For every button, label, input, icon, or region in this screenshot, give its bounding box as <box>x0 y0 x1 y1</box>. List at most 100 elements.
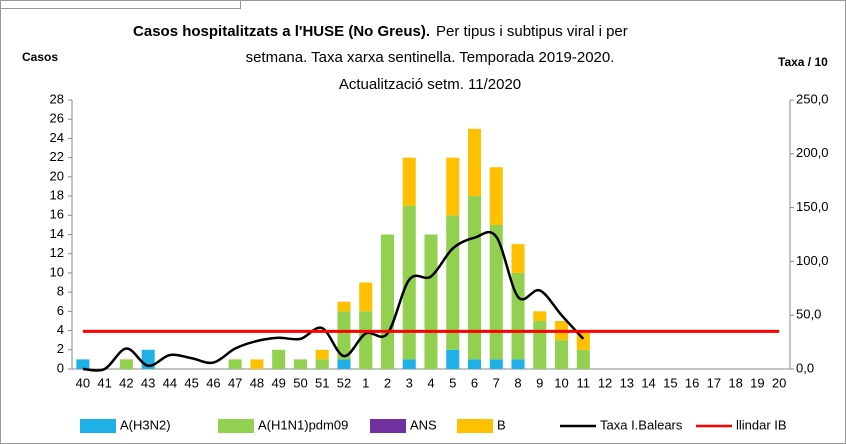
bar-segment <box>511 272 525 360</box>
y-tick-label: 20 <box>50 168 64 183</box>
y-tick-label: 24 <box>50 130 64 145</box>
bar-segment <box>272 349 286 369</box>
bar-segment <box>402 157 416 206</box>
bar-segment <box>380 234 395 369</box>
line-series <box>82 230 585 372</box>
y-tick-label: 10 <box>50 264 64 279</box>
tab <box>0 0 241 9</box>
x-tick-label: 7 <box>493 375 500 390</box>
bar-segment <box>250 359 264 369</box>
x-tick-label: 14 <box>641 375 655 390</box>
legend-swatch <box>370 419 406 433</box>
chart-subtitle: Per tipus i subtipus viral i per <box>436 23 628 40</box>
bar-segment <box>533 311 547 321</box>
legend-label: B <box>497 417 506 432</box>
bar-segment <box>533 320 547 369</box>
x-tick-label: 51 <box>315 375 329 390</box>
x-tick-label: 8 <box>514 375 521 390</box>
chart-title: Casos hospitalitzats a l'HUSE (No Greus)… <box>133 23 430 40</box>
x-tick-label: 4 <box>427 375 434 390</box>
y2-tick-label: 150,0 <box>796 199 829 214</box>
x-tick-label: 49 <box>271 375 285 390</box>
x-tick-label: 40 <box>76 375 90 390</box>
x-tick-label: 47 <box>228 375 242 390</box>
y-tick-label: 16 <box>50 207 64 222</box>
y-tick-label: 26 <box>50 111 64 126</box>
legend-swatch <box>80 419 116 433</box>
y-tick-label: 2 <box>57 341 64 356</box>
y-tick-label: 14 <box>50 226 64 241</box>
legend-label: Taxa I.Balears <box>600 417 683 432</box>
y2-tick-label: 100,0 <box>796 253 829 268</box>
y-tick-label: 28 <box>50 91 64 106</box>
bar-segment <box>337 359 351 369</box>
x-tick-label: 11 <box>577 375 591 390</box>
bar-segment <box>315 359 329 369</box>
bar-segment <box>446 349 460 369</box>
y2-tick-label: 50,0 <box>796 307 821 322</box>
bar-segment <box>228 359 242 369</box>
y-tick-label: 6 <box>57 303 64 318</box>
y-tick-label: 12 <box>50 245 64 260</box>
bar-segment <box>359 282 373 312</box>
bar-segment <box>467 128 482 197</box>
legend-swatch <box>218 419 254 433</box>
y-tick-label: 18 <box>50 188 64 203</box>
bar-segment <box>467 359 482 369</box>
x-tick-label: 43 <box>141 375 155 390</box>
bar-segment <box>119 359 133 369</box>
x-tick-label: 9 <box>536 375 543 390</box>
bar-segment <box>359 311 373 369</box>
y-tick-label: 0 <box>57 360 64 375</box>
x-tick-label: 18 <box>728 375 742 390</box>
x-tick-label: 1 <box>362 375 369 390</box>
x-tick-label: 44 <box>163 375 177 390</box>
y-tick-label: 22 <box>50 149 64 164</box>
bar-segment <box>402 205 416 360</box>
x-tick-label: 3 <box>406 375 413 390</box>
legend-label: A(H1N1)pdm09 <box>258 417 348 432</box>
x-tick-label: 48 <box>250 375 264 390</box>
bar-segment <box>337 301 351 312</box>
y2-axis-label: Taxa / 10 <box>778 55 828 69</box>
bar-segment <box>576 349 590 369</box>
y-tick-label: 4 <box>57 322 64 337</box>
bar-segment <box>337 311 351 360</box>
chart-subtitle: setmana. Taxa xarxa sentinella. Temporad… <box>246 49 615 66</box>
x-tick-label: 52 <box>337 375 351 390</box>
x-tick-label: 42 <box>119 375 133 390</box>
legend-label: ANS <box>410 417 437 432</box>
bar-segment <box>293 359 307 369</box>
bar-segment <box>511 359 525 369</box>
bar-segment <box>511 244 525 273</box>
x-tick-label: 50 <box>293 375 307 390</box>
y2-tick-label: 0,0 <box>796 360 814 375</box>
bar-segment <box>555 340 569 369</box>
bar-segment <box>315 349 329 360</box>
y2-tick-label: 200,0 <box>796 145 829 160</box>
bar-segment <box>489 359 503 369</box>
x-tick-label: 12 <box>598 375 612 390</box>
bar-segment <box>467 196 482 360</box>
x-tick-label: 10 <box>554 375 568 390</box>
y-axis-label: Casos <box>22 50 58 64</box>
x-tick-label: 13 <box>620 375 634 390</box>
bar-segment <box>446 157 460 216</box>
bar-segment <box>76 359 90 369</box>
legend-label: A(H3N2) <box>120 417 171 432</box>
y-tick-label: 8 <box>57 284 64 299</box>
x-tick-label: 17 <box>707 375 721 390</box>
legend-label: llindar IB <box>736 417 787 432</box>
x-tick-label: 5 <box>449 375 456 390</box>
x-tick-label: 46 <box>206 375 220 390</box>
chart-subtitle: Actualització setm. 11/2020 <box>339 76 521 93</box>
bar-segment <box>424 234 438 369</box>
legend-swatch <box>457 419 493 433</box>
x-tick-label: 6 <box>471 375 478 390</box>
x-tick-label: 45 <box>184 375 198 390</box>
bar-segment <box>446 215 460 350</box>
x-tick-label: 41 <box>97 375 111 390</box>
bar-segment <box>489 167 503 225</box>
